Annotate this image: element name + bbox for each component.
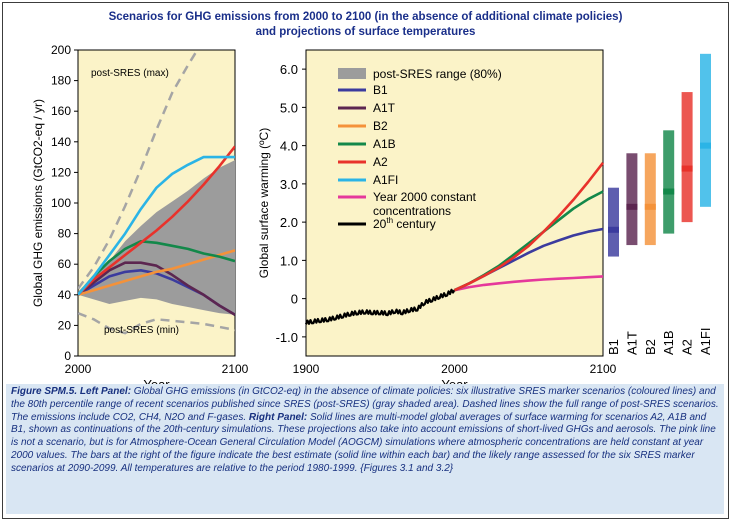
legend-label-a1b: A1B [373,137,396,151]
likely-range-bar-a2 [681,92,693,223]
likely-range-bar-a1b [663,130,675,234]
left-y-tick-label: 60 [58,257,72,271]
left-y-tick-label: 180 [51,74,71,88]
caption-left-text: Global GHG emissions (in GtCO2-eq) in th… [11,386,719,423]
best-estimate-mark-a1fi [700,142,711,149]
bar-label-b2: B2 [643,339,658,355]
right-y-tick-label: 0 [291,292,298,307]
left-y-tick-label: 120 [51,165,71,179]
likely-range-bar-a1t [626,153,638,246]
figure-title: Scenarios for GHG emissions from 2000 to… [0,10,731,40]
legend-label-20th-century: 20th century [373,216,436,231]
best-estimate-mark-b2 [644,203,656,210]
right-x-tick-label: 2000 [441,362,468,376]
left-series-a1b [78,240,235,296]
left-y-tick-label: 20 [58,318,72,332]
legend-label-year2000: Year 2000 constant [373,190,477,204]
bar-label-a1fi: A1FI [698,328,713,355]
bar-label-b1: B1 [606,339,621,355]
figure-caption: Figure SPM.5. Left Panel: Global GHG emi… [6,384,724,514]
best-estimate-mark-a1b [663,188,675,195]
left-series-a1t [78,261,235,316]
legend-label-a1fi: A1FI [373,173,398,187]
best-estimate-mark-a1t [626,203,638,210]
left-series-b2 [78,249,235,297]
right-x-tick-label: 1900 [293,362,320,376]
dashed-min-line [78,312,235,335]
left-y-tick-label: 200 [51,43,71,57]
left-y-tick-label: 140 [51,135,71,149]
right-x-tick-label: 2100 [590,362,617,376]
left-x-tick-label: 2100 [222,362,249,376]
left-y-tick-label: 0 [64,349,71,363]
best-estimate-mark-a2 [681,165,693,172]
legend-century-tspan: century [393,217,436,231]
annotation-post-sres-max: post-SRES (max) [91,68,169,79]
left-x-tick-label: 2000 [65,362,92,376]
right-series-a2 [453,162,605,292]
right-plot-area [305,49,604,357]
bar-label-a1b: A1B [661,330,676,355]
bar-label-a1t: A1T [624,331,639,355]
legend-th-tspan: th [386,216,393,225]
legend-20-tspan: 20 [373,217,387,231]
annotation-post-sres-min: post-SRES (min) [104,325,179,336]
left-y-tick-label: 100 [51,196,71,210]
caption-right-text: Solid lines are multi-model global avera… [11,411,716,474]
right-y-tick-label: 4.0 [280,139,298,154]
left-plot-contents [78,50,235,335]
legend-band-swatch [338,68,366,79]
title-line-2: and projections of surface temperatures [255,26,476,38]
likely-range-bar-a1fi [700,53,711,207]
right-y-tick-label: -1.0 [276,330,298,345]
left-y-tick-label: 160 [51,104,71,118]
bar-label-a2: A2 [680,339,695,355]
right-y-tick-label: 2.0 [280,215,298,230]
caption-left-label: Left Panel: [79,386,132,397]
left-series-a1fi [78,155,235,296]
right-y-tick-label: 5.0 [280,100,298,115]
legend-label-b1: B1 [373,83,388,97]
likely-range-bar-b2 [644,153,656,246]
right-y-tick-label: 3.0 [280,177,298,192]
best-estimate-mark-b1 [608,226,619,233]
left-80pct-band [78,160,235,315]
right-y-tick-label: 1.0 [280,253,298,268]
title-line-1: Scenarios for GHG emissions from 2000 to… [108,11,623,23]
dashed-max-line [78,50,199,290]
legend-label-b2: B2 [373,119,388,133]
right-y-axis-label: Global surface warming (ºC) [257,128,271,278]
left-y-axis-label: Global GHG emissions (GtCO2-eq / yr) [31,99,45,307]
legend-label-a2: A2 [373,155,388,169]
legend-label-concentrations: concentrations [373,204,451,218]
right-series-20th-century [304,288,456,325]
likely-range-bar-b1 [608,187,619,257]
left-y-tick-label: 80 [58,227,72,241]
caption-figure-label: Figure SPM.5. [11,386,78,397]
legend-label-a1t: A1T [373,101,396,115]
left-series-a2 [78,145,235,296]
legend-band-label: post-SRES range (80%) [373,67,502,81]
caption-right-label: Right Panel: [248,411,308,423]
right-y-tick-label: 6.0 [280,62,298,77]
right-series-year-2000-constant-concentrations [454,275,604,292]
left-y-tick-label: 40 [58,288,72,302]
